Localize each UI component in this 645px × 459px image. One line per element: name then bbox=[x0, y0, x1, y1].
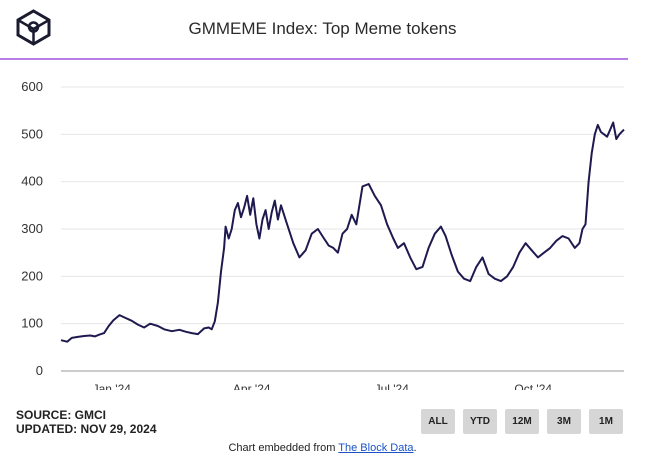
range-12m-button[interactable]: 12M bbox=[505, 409, 539, 434]
range-3m-button[interactable]: 3M bbox=[547, 409, 581, 434]
y-tick-label: 600 bbox=[21, 79, 43, 94]
y-tick-label: 100 bbox=[21, 316, 43, 331]
chart-title: GMMEME Index: Top Meme tokens bbox=[188, 19, 457, 38]
line-chart: 0 100 200 300 400 500 600 Jan '24 Apr '24 Jul '24… bbox=[21, 79, 625, 390]
title-divider bbox=[0, 58, 628, 60]
x-tick-label: Jul '24 bbox=[375, 382, 410, 390]
y-tick-label: 500 bbox=[21, 126, 43, 141]
the-block-data-link[interactable]: The Block Data bbox=[338, 442, 414, 454]
range-all-button[interactable]: ALL bbox=[421, 409, 455, 434]
y-tick-label: 400 bbox=[21, 174, 43, 189]
y-tick-label: 200 bbox=[21, 268, 43, 283]
embed-prefix: Chart embedded from bbox=[228, 442, 339, 454]
source-label: SOURCE: GMCI bbox=[16, 408, 106, 422]
x-tick-label: Oct '24 bbox=[514, 382, 552, 390]
x-tick-label: Jan '24 bbox=[93, 382, 132, 390]
series-line bbox=[60, 121, 625, 343]
source-block: SOURCE: GMCI UPDATED: NOV 29, 2024 bbox=[16, 408, 157, 436]
cube-logo-icon bbox=[16, 9, 51, 46]
x-tick-label: Apr '24 bbox=[233, 382, 271, 390]
embed-credit: Chart embedded from The Block Data. bbox=[0, 442, 645, 454]
embed-suffix: . bbox=[413, 442, 417, 454]
range-ytd-button[interactable]: YTD bbox=[463, 409, 497, 434]
range-1m-button[interactable]: 1M bbox=[589, 409, 623, 434]
range-button-group: ALL YTD 12M 3M 1M bbox=[421, 409, 623, 434]
y-tick-label: 300 bbox=[21, 221, 43, 236]
y-tick-label: 0 bbox=[36, 363, 43, 378]
updated-label: UPDATED: NOV 29, 2024 bbox=[16, 422, 157, 436]
